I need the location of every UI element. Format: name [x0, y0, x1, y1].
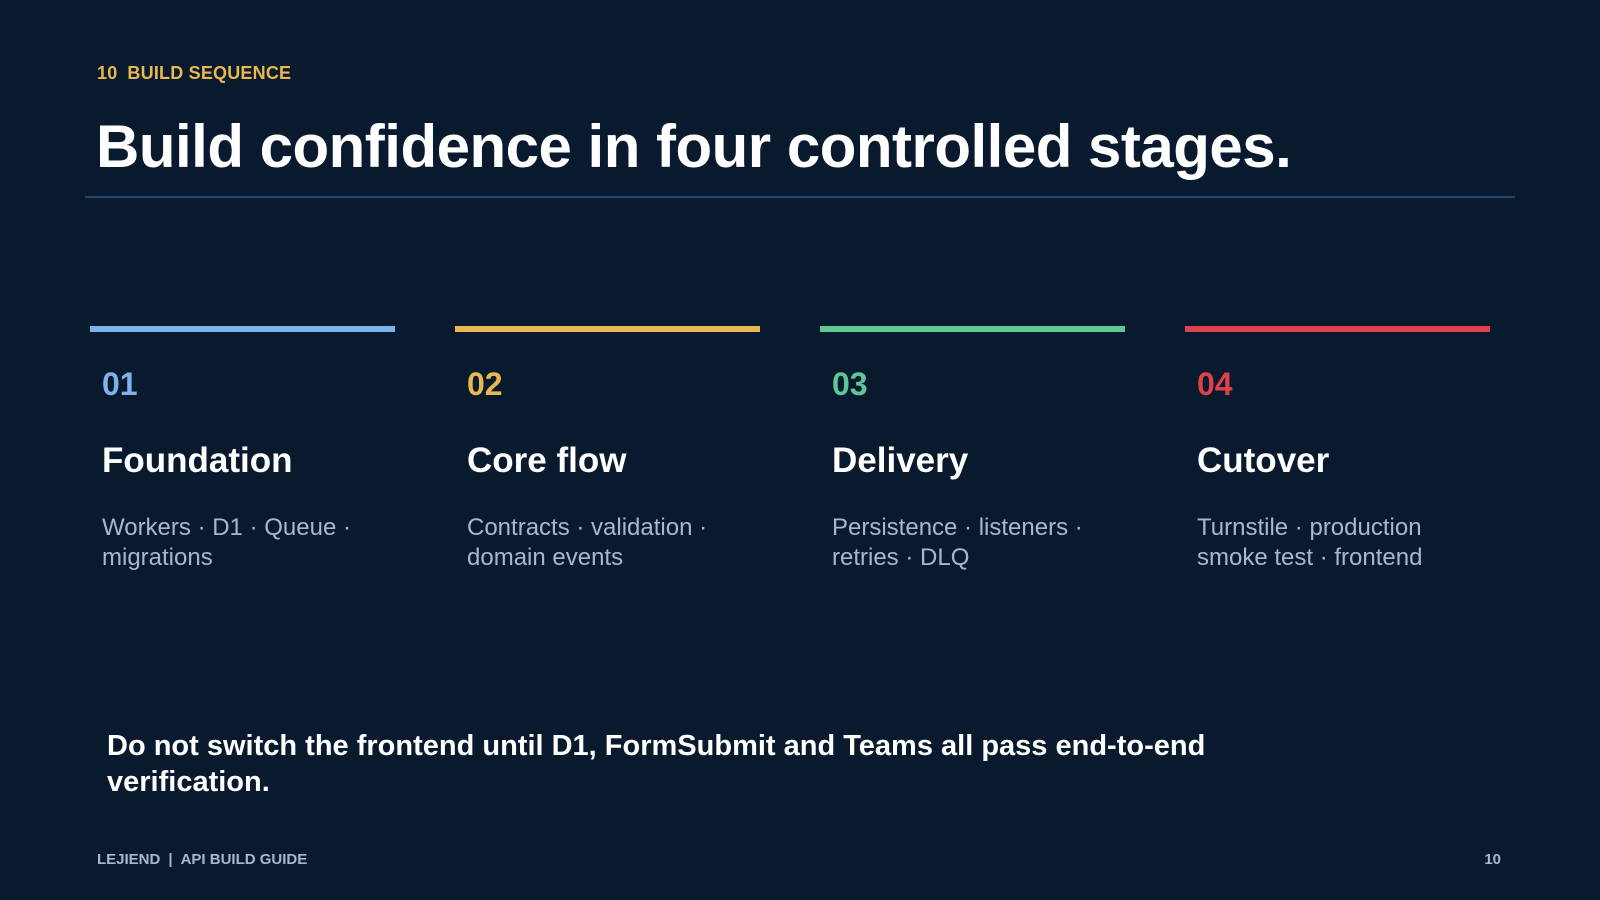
section-label: BUILD SEQUENCE — [127, 63, 292, 83]
stage-description: Workers · D1 · Queue · migrations — [102, 514, 351, 571]
stage-accent-bar — [455, 326, 760, 332]
stage-card-foundation: 01 Foundation Workers · D1 · Queue · mig… — [90, 326, 395, 571]
title-divider — [85, 196, 1515, 198]
stage-number: 03 — [832, 366, 868, 402]
stage-number: 01 — [102, 366, 138, 402]
stage-accent-bar — [90, 326, 395, 332]
stage-card-core-flow: 02 Core flow Contracts · validation · do… — [455, 326, 760, 571]
stage-accent-bar — [1185, 326, 1490, 332]
stage-accent-bar — [820, 326, 1125, 332]
stage-description: Contracts · validation · domain events — [467, 514, 708, 571]
section-number: 10 — [97, 63, 118, 83]
stage-card-cutover: 04 Cutover Turnstile · production smoke … — [1185, 326, 1490, 571]
footer-guide-name: API BUILD GUIDE — [180, 851, 308, 868]
stage-card-delivery: 03 Delivery Persistence · listeners · re… — [820, 326, 1125, 571]
stage-description: Persistence · listeners · retries · DLQ — [832, 514, 1083, 571]
footer-brand: LEJIEND | API BUILD GUIDE — [97, 851, 307, 868]
callout-note: Do not switch the frontend until D1, For… — [107, 730, 1206, 798]
stage-name: Core flow — [467, 441, 627, 480]
stage-number: 02 — [467, 366, 503, 402]
section-eyebrow: 10 BUILD SEQUENCE — [97, 63, 291, 84]
page-title: Build confidence in four controlled stag… — [96, 113, 1292, 180]
stage-description: Turnstile · production smoke test · fron… — [1197, 514, 1423, 571]
footer-separator: | — [168, 851, 173, 868]
stage-name: Foundation — [102, 441, 293, 480]
stage-name: Delivery — [832, 441, 969, 480]
page-number: 10 — [1484, 851, 1501, 868]
stage-name: Cutover — [1197, 441, 1330, 480]
footer-brand-name: LEJIEND — [97, 851, 161, 868]
stage-number: 04 — [1197, 366, 1233, 402]
